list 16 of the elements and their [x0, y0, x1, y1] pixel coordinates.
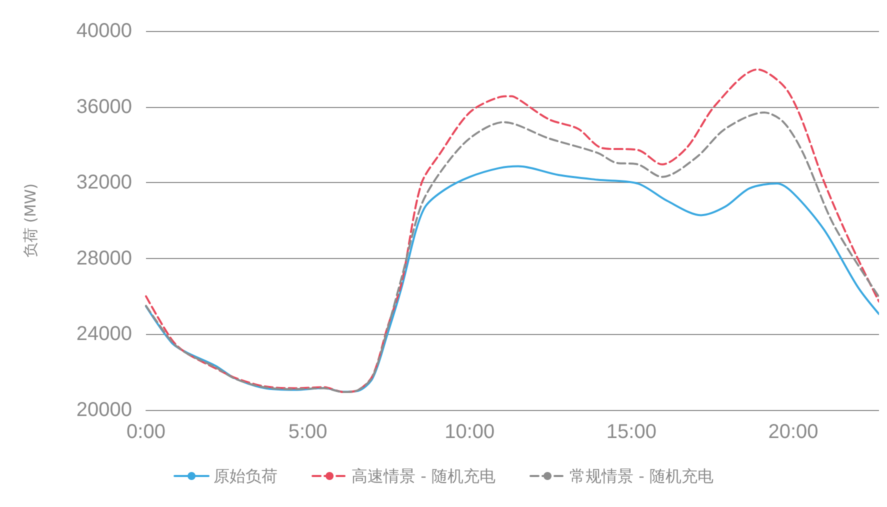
y-tick-label: 32000	[76, 172, 132, 194]
y-tick-label: 36000	[76, 96, 132, 118]
x-tick-label: 10:00	[444, 421, 495, 443]
y-axis-title: 负荷 (MW)	[22, 183, 40, 258]
x-tick-label: 15:00	[606, 421, 656, 443]
legend-label: 原始负荷	[214, 466, 278, 486]
x-tick-label: 0:00	[126, 421, 166, 443]
y-tick-label: 28000	[76, 247, 132, 270]
y-tick-label: 20000	[76, 399, 132, 421]
x-tick-label: 20:00	[768, 421, 818, 443]
y-tick-label: 24000	[76, 323, 132, 346]
y-tick-label: 40000	[76, 20, 132, 42]
line-series	[145, 165, 879, 393]
legend-label: 高速情景 - 随机充电	[352, 466, 496, 486]
x-tick-label: 5:00	[288, 421, 328, 443]
legend-label: 常规情景 - 随机充电	[570, 466, 714, 486]
